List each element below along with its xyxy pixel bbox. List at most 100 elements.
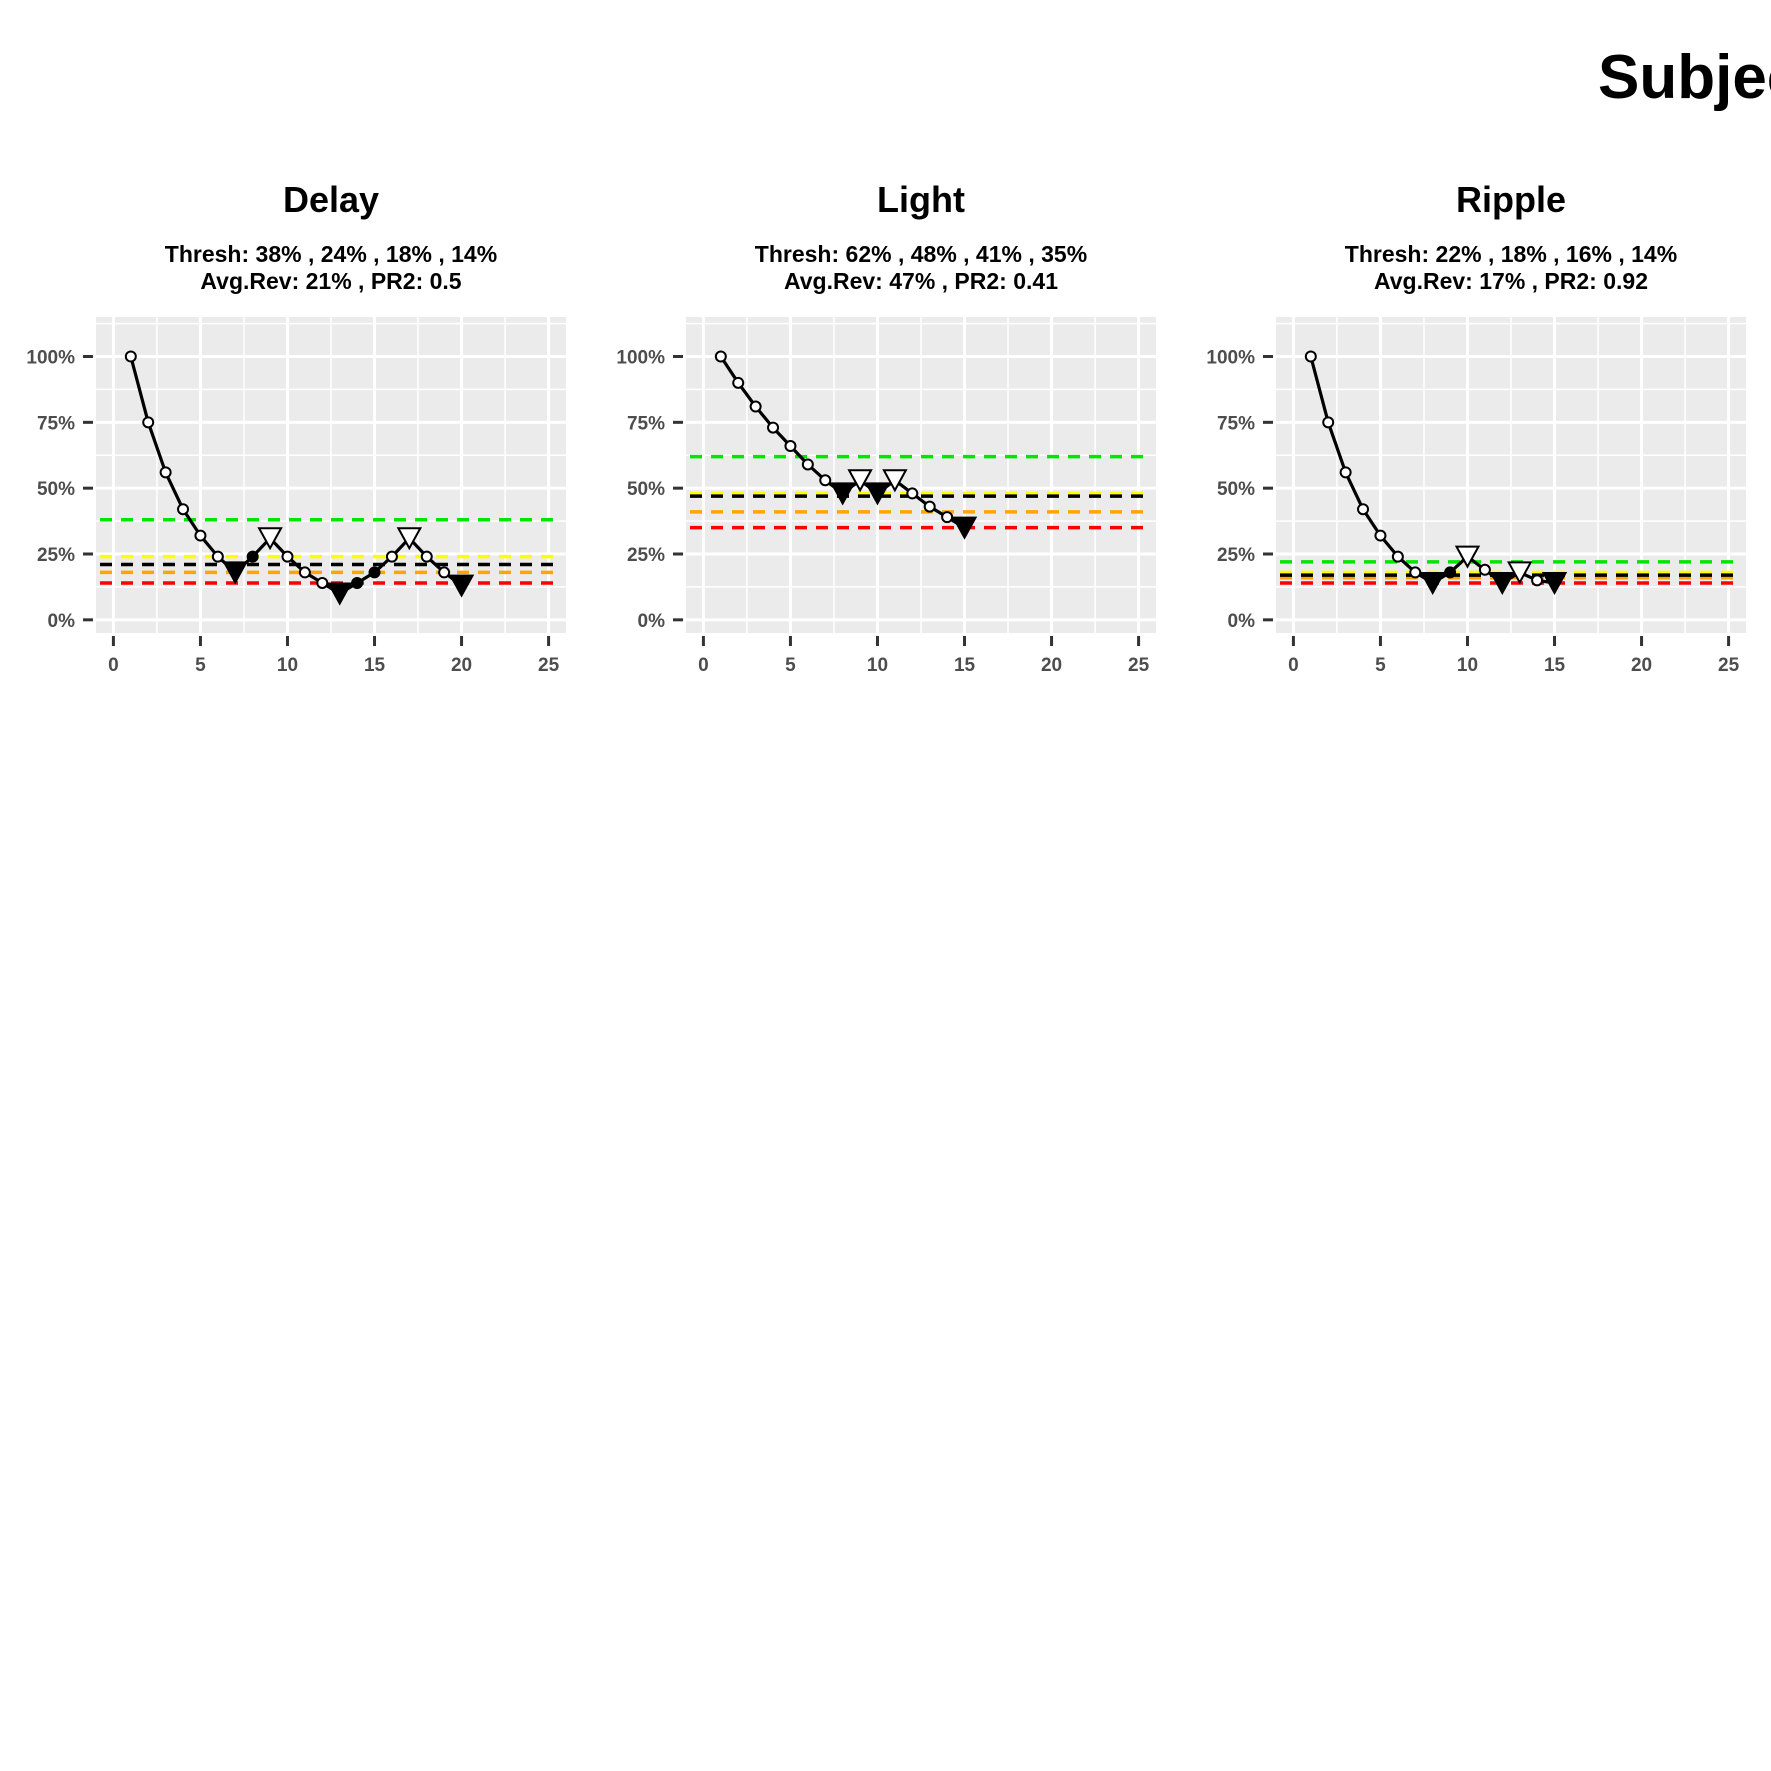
x-tick-label: 25 [538,655,560,676]
x-tick-label: 10 [277,655,298,676]
reversal-down-marker [1489,571,1515,596]
reversal-down-marker [951,516,978,540]
panel-title: Delay [283,179,379,220]
data-point [1409,566,1422,579]
data-point [767,421,780,434]
data-point [1304,350,1317,363]
data-point [1339,466,1352,479]
y-tick-label: 75% [37,413,75,434]
x-tick-label: 0 [1288,655,1299,676]
series-markers [714,350,978,540]
data-point [159,466,172,479]
y-tick-label: 0% [48,611,76,632]
x-tick-label: 15 [364,655,386,676]
data-point-dark [351,576,364,589]
x-tick-label: 0 [698,655,709,676]
data-point [124,350,137,363]
data-point [801,458,814,471]
reversal-up-marker [847,469,873,493]
panel-title: Ripple [1456,179,1566,220]
data-point-dark [368,566,381,579]
grid-lines [96,317,566,633]
data-point [316,576,329,589]
x-tick-label: 25 [1128,655,1150,676]
x-tick-label: 5 [785,655,796,676]
y-tick-label: 100% [616,348,665,369]
panel-subtitle-avgrev: Avg.Rev: 21% , PR2: 0.5 [200,268,461,294]
data-point [1357,503,1370,516]
data-point [211,550,224,563]
chart-panel-ripple: Ripple Thresh: 22% , 18% , 16% , 14%Avg.R… [1206,179,1746,676]
reversal-up-marker [257,527,283,551]
grid-lines [686,317,1156,633]
data-point [714,350,727,363]
data-point [784,440,797,453]
chart-panel-delay: Delay Thresh: 38% , 24% , 18% , 14%Avg.Re… [26,179,566,676]
x-axis: 0 5 10 15 20 25 [1288,636,1740,676]
panel-subtitle-thresh: Thresh: 22% , 18% , 16% , 14% [1345,241,1677,267]
x-axis: 0 5 10 15 20 25 [108,636,560,676]
reversal-down-marker [1541,571,1568,596]
y-axis: 0% 25% 50% 75% 100% [1206,348,1273,632]
panel-subtitle-avgrev: Avg.Rev: 17% , PR2: 0.92 [1374,268,1648,294]
x-tick-label: 0 [108,655,119,676]
data-point [420,550,433,563]
data-point [941,511,954,524]
y-axis: 0% 25% 50% 75% 100% [26,348,93,632]
x-tick-label: 20 [1041,655,1062,676]
y-tick-label: 25% [627,545,665,566]
data-point [819,474,832,487]
y-tick-label: 100% [26,348,75,369]
reversal-down-marker [1419,571,1446,596]
reversal-down-marker [222,561,248,585]
series-markers [124,350,475,606]
reversal-up-marker [882,469,908,493]
x-tick-label: 10 [867,655,888,676]
reversal-down-marker [829,482,856,506]
reversal-up-marker [1454,545,1481,569]
figure-title: Subjec [1598,43,1771,112]
data-point [1391,550,1404,563]
y-tick-label: 50% [37,479,75,500]
y-tick-label: 75% [1217,413,1255,434]
y-axis: 0% 25% 50% 75% 100% [616,348,683,632]
y-tick-label: 25% [37,545,75,566]
x-tick-label: 20 [451,655,472,676]
data-point [749,400,762,413]
threshold-lines [690,454,1152,530]
x-tick-label: 20 [1631,655,1652,676]
data-point-dark [246,550,259,563]
data-point [385,550,398,563]
data-point [1322,416,1335,429]
panel-subtitle-thresh: Thresh: 62% , 48% , 41% , 35% [755,241,1087,267]
panel-subtitle-avgrev: Avg.Rev: 47% , PR2: 0.41 [784,268,1058,294]
data-point [194,529,207,542]
y-tick-label: 0% [638,611,666,632]
y-tick-label: 50% [627,479,665,500]
data-point [1478,563,1491,576]
reversal-down-marker [448,574,475,598]
x-axis: 0 5 10 15 20 25 [698,636,1150,676]
data-point [177,503,190,516]
data-point-dark [1444,566,1457,579]
y-tick-label: 50% [1217,479,1255,500]
data-point [438,566,451,579]
panel-subtitle-thresh: Thresh: 38% , 24% , 18% , 14% [165,241,497,267]
x-tick-label: 5 [195,655,206,676]
reversal-up-marker [1507,561,1533,585]
reversal-up-marker [396,527,423,551]
y-tick-label: 75% [627,413,665,434]
data-point [923,500,936,513]
reversal-down-marker [327,582,353,606]
x-tick-label: 25 [1718,655,1740,676]
chart-panel-light: Light Thresh: 62% , 48% , 41% , 35%Avg.Re… [616,179,1156,676]
y-tick-label: 25% [1217,545,1255,566]
data-point [142,416,155,429]
x-tick-label: 5 [1375,655,1386,676]
series-markers [1304,350,1568,596]
x-tick-label: 15 [954,655,976,676]
y-tick-label: 0% [1228,611,1256,632]
x-tick-label: 10 [1457,655,1478,676]
data-point [298,566,311,579]
